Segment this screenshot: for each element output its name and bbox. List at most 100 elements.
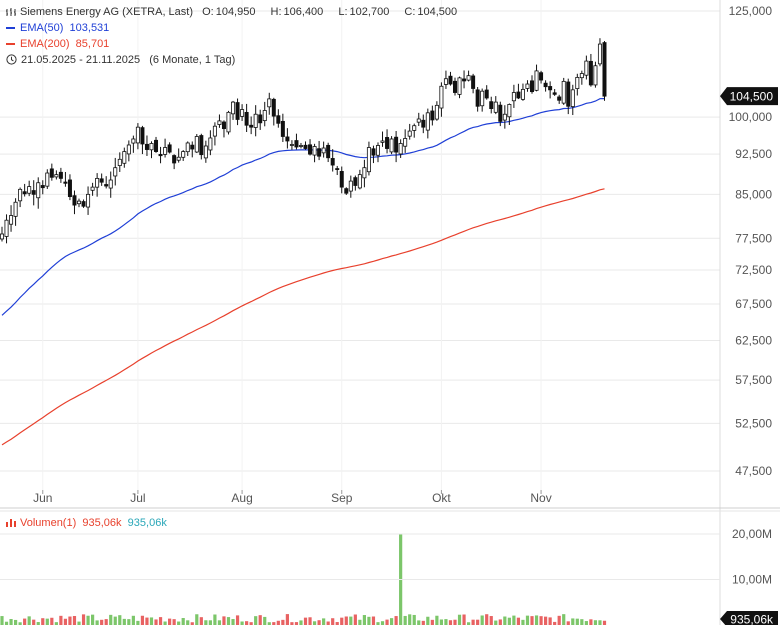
candle-body xyxy=(249,124,254,128)
candle-body xyxy=(579,73,584,79)
volume-bar xyxy=(294,622,299,625)
volume-bar xyxy=(32,619,36,625)
volume-bar xyxy=(86,615,90,625)
x-axis: Jun Jul Aug Sep Okt Nov xyxy=(33,490,552,505)
volume-bar xyxy=(263,616,267,625)
candle-body xyxy=(9,215,14,225)
candle-body xyxy=(104,184,109,187)
volume-bar xyxy=(598,620,602,625)
volume-bar xyxy=(163,621,167,625)
volume-bar xyxy=(553,621,557,625)
y-axis: 125,000 100,000 92,500 85,000 77,500 72,500 67… xyxy=(729,4,773,478)
volume-bar xyxy=(258,615,262,625)
candle-body xyxy=(398,143,403,155)
volume-bar xyxy=(566,621,570,625)
last-volume-marker xyxy=(720,611,778,625)
volume-bar xyxy=(530,616,534,625)
volume-bar xyxy=(435,615,439,625)
ema200-legend[interactable]: EMA(200) 85,701 xyxy=(6,38,109,50)
y-tick-label: 77,500 xyxy=(735,231,772,245)
candle-body xyxy=(484,89,489,99)
candle-body xyxy=(489,101,494,110)
candle-body xyxy=(163,147,168,155)
volume-bar xyxy=(95,620,99,625)
volume-bar xyxy=(113,616,117,625)
x-tick-label: Jul xyxy=(130,491,145,505)
candle-body xyxy=(36,182,41,199)
candle-body xyxy=(430,110,435,121)
volume-bar xyxy=(118,615,122,625)
volume-bar xyxy=(380,621,385,625)
candle-body xyxy=(516,91,521,99)
gridlines xyxy=(0,0,720,490)
volume-bar xyxy=(593,620,598,625)
candle-body xyxy=(276,115,281,124)
candle-body xyxy=(108,179,113,189)
candle-body xyxy=(253,113,258,128)
date-range-legend: 21.05.2025 - 21.11.2025 (6 Monate, 1 Tag… xyxy=(6,54,235,66)
ema50-legend[interactable]: EMA(50) 103,531 xyxy=(6,22,109,34)
candle-body xyxy=(81,201,86,207)
candle-body xyxy=(86,193,91,208)
close-value: 104,500 xyxy=(417,6,458,18)
candle-body xyxy=(199,135,204,156)
candle-body xyxy=(95,177,100,188)
y-tick-label: 92,500 xyxy=(735,147,772,161)
x-tick-label: Sep xyxy=(331,491,353,505)
chart-type-icon xyxy=(6,7,16,16)
candle-body xyxy=(154,139,159,152)
candle-body xyxy=(362,167,367,179)
candle-body xyxy=(181,151,186,158)
volume-bar xyxy=(245,621,249,625)
candle-body xyxy=(416,118,421,123)
candle-body xyxy=(593,65,598,86)
high-value: 106,400 xyxy=(283,6,324,18)
volume-bar xyxy=(45,618,49,625)
candle-body xyxy=(575,77,580,89)
volume-bar xyxy=(285,614,289,625)
candle-body xyxy=(258,114,263,124)
y-tick-label: 62,500 xyxy=(735,334,772,348)
volume-tick-label: 10,00M xyxy=(732,573,772,587)
volume-bar xyxy=(168,618,172,625)
volume-bar xyxy=(204,620,208,625)
instrument-name: Siemens Energy AG (XETRA, Last) xyxy=(20,6,194,18)
volume-bar xyxy=(430,619,434,625)
volume-bar xyxy=(331,618,335,625)
candle-body xyxy=(326,144,331,159)
candle-body xyxy=(72,195,77,206)
candle-body xyxy=(22,191,27,195)
candle-body xyxy=(403,138,408,147)
candle-body xyxy=(172,155,177,164)
candle-body xyxy=(167,144,172,153)
candle-body xyxy=(203,145,208,159)
candle-body xyxy=(267,98,272,108)
candle-body xyxy=(534,70,539,91)
candle-body xyxy=(452,80,457,93)
volume-bar xyxy=(525,615,530,625)
candle-body xyxy=(385,137,390,149)
candle-body xyxy=(13,201,18,217)
volume-bar xyxy=(453,619,457,625)
volume-bar xyxy=(208,620,212,625)
volume-legend: Volumen(1) 935,06k 935,06k xyxy=(6,517,167,529)
volume-bar xyxy=(54,622,58,625)
candle-body xyxy=(539,72,544,81)
y-tick-label: 47,500 xyxy=(735,464,772,478)
candle-body xyxy=(308,144,313,155)
volume-bar xyxy=(195,614,199,625)
volume-bar xyxy=(376,622,380,625)
candle-body xyxy=(262,110,267,122)
volume-bar xyxy=(149,617,154,625)
volume-bar xyxy=(308,617,312,625)
candle-body xyxy=(348,180,353,192)
volume-bar xyxy=(131,615,135,625)
candle-body xyxy=(421,119,426,128)
volume-icon xyxy=(6,519,16,527)
candle-body xyxy=(45,172,50,187)
candle-body xyxy=(407,130,412,137)
open-value: 104,950 xyxy=(215,6,256,18)
volume-bar xyxy=(72,615,77,625)
candle-body xyxy=(90,186,95,191)
